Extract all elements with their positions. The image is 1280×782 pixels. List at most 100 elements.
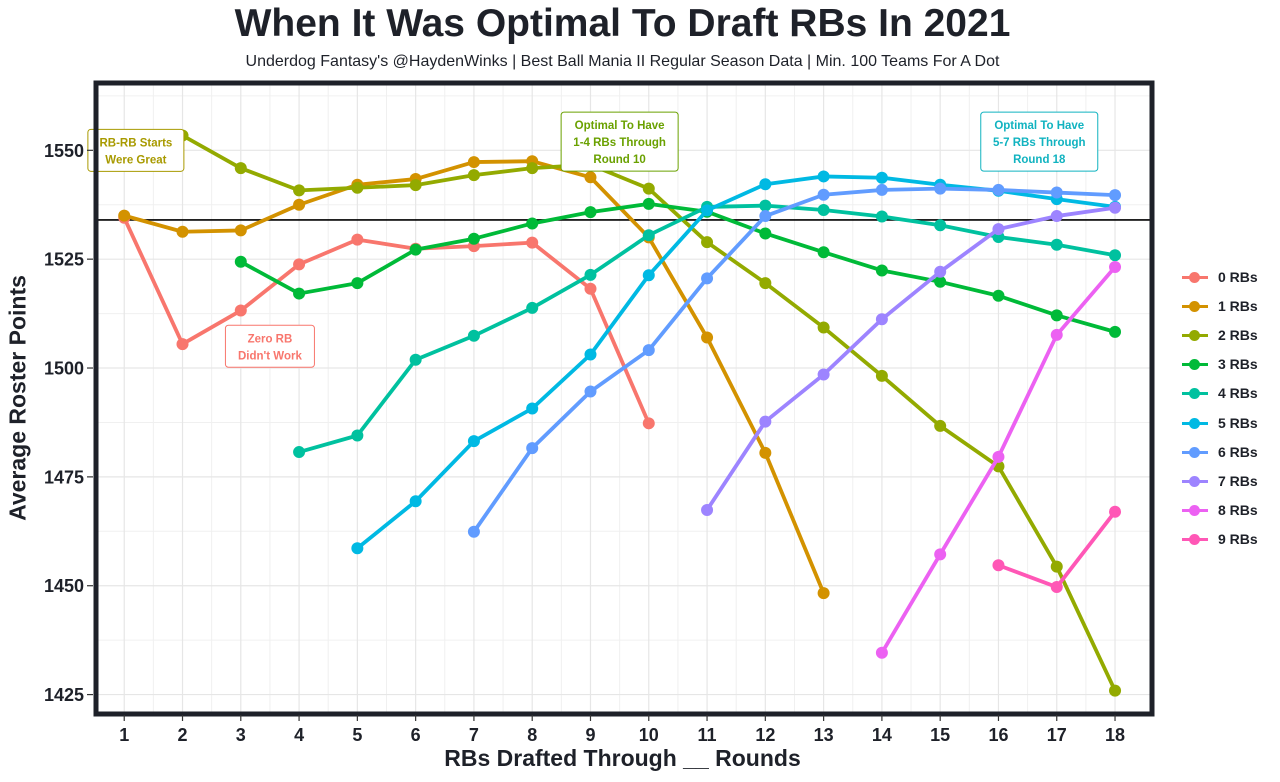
legend-label: 0 RBs [1218,268,1258,285]
data-point [934,419,947,432]
data-point [701,236,714,249]
data-point [817,321,830,334]
x-tick-label: 8 [527,725,537,745]
data-point [875,264,888,277]
data-point [934,265,947,278]
legend-item: 6 RBs [1182,437,1258,466]
data-point [1050,309,1063,322]
data-point [875,369,888,382]
legend-item: 0 RBs [1182,262,1258,291]
data-point [234,162,247,175]
series-line [472,186,1117,534]
data-point [759,210,772,223]
data-point [759,277,772,290]
data-point [875,210,888,223]
annotation-2: Optimal To Have 1-4 RBs Through Round 10 [560,111,679,172]
data-point [176,225,189,238]
legend-label: 3 RBs [1218,356,1258,373]
data-point [992,559,1005,572]
legend-item: 3 RBs [1182,350,1258,379]
data-point [934,182,947,195]
data-point [759,446,772,459]
data-point [1050,560,1063,573]
data-point [992,223,1005,236]
data-point [409,243,422,256]
data-point [526,442,539,455]
legend-item: 1 RBs [1182,291,1258,320]
x-tick-label: 4 [294,725,304,745]
legend-key [1182,445,1208,459]
data-point [875,313,888,326]
legend-label: 2 RBs [1218,326,1258,343]
data-point [584,206,597,219]
x-tick-label: 17 [1047,725,1067,745]
data-point [992,289,1005,302]
data-point [293,184,306,197]
plot-border [93,80,1155,717]
data-point [642,182,655,195]
x-tick-label: 6 [411,725,421,745]
legend-item: 7 RBs [1182,466,1258,495]
legend-key [1182,328,1208,342]
x-tick-label: 7 [469,725,479,745]
annotation-text: Round 10 [593,154,645,166]
data-point [1109,684,1122,697]
data-point [817,368,830,381]
legend-key [1182,532,1208,546]
data-point [642,344,655,357]
data-point [1050,186,1063,199]
legend-item: 8 RBs [1182,496,1258,525]
data-point [817,170,830,183]
annotation-text: Zero RB [248,333,293,345]
data-point [293,258,306,271]
series-line [122,215,651,426]
x-tick-label: 9 [585,725,595,745]
series-layer [118,129,1122,697]
data-point [701,204,714,217]
x-tick-label: 15 [930,725,950,745]
data-point [817,188,830,201]
data-point [992,450,1005,463]
data-point [759,415,772,428]
data-point [234,255,247,268]
y-tick-label: 1450 [44,576,84,596]
data-point [1109,325,1122,338]
legend-label: 4 RBs [1218,385,1258,402]
data-point [351,542,364,555]
data-point [409,179,422,192]
chart-subtitle: Underdog Fantasy's @HaydenWinks | Best B… [245,53,1000,70]
data-point [351,429,364,442]
legend-key [1182,503,1208,517]
legend-key [1182,474,1208,488]
data-point [875,171,888,184]
data-point [409,495,422,508]
series-0 [118,211,655,430]
data-point [584,268,597,281]
data-point [817,587,830,600]
data-point [759,199,772,212]
data-point [584,171,597,184]
data-point [1109,261,1122,274]
data-point [293,198,306,211]
data-point [642,229,655,242]
data-point [584,282,597,295]
data-point [1109,201,1122,214]
data-point [118,209,131,222]
data-point [409,353,422,366]
data-point [293,446,306,459]
data-point [701,331,714,344]
data-point [642,417,655,430]
x-tick-label: 14 [872,725,892,745]
y-tick-label: 1525 [44,250,84,270]
legend-label: 6 RBs [1218,443,1258,460]
x-axis-label: RBs Drafted Through __ Rounds [444,745,801,771]
data-point [875,183,888,196]
data-point [176,338,189,351]
series-line [238,201,1117,334]
data-point [467,525,480,538]
data-point [1050,210,1063,223]
y-tick-label: 1550 [44,141,84,161]
data-point [526,402,539,415]
data-point [351,233,364,246]
